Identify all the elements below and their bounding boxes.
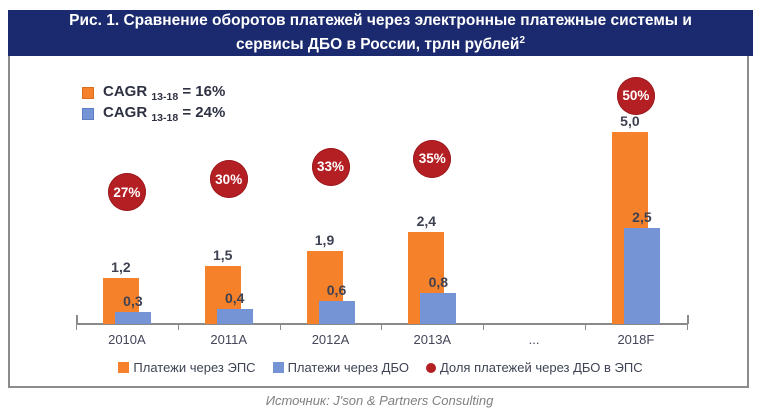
eps-value-label: 2,4 (416, 212, 437, 229)
cagr-subscript: 13-18 (151, 90, 179, 103)
cagr-subscript: 13-18 (151, 111, 179, 124)
legend-item-share: Доля платежей через ДБО в ЭПС (425, 360, 643, 375)
dbo-value-label: 0,4 (224, 289, 245, 306)
x-axis-tick (177, 323, 179, 330)
dbo-value-label: 0,6 (326, 281, 347, 298)
cagr-row-dbo: CAGR 13-18 = 24% (82, 103, 225, 124)
x-axis-tick (76, 323, 77, 330)
eps-value-label: 1,2 (111, 258, 131, 275)
source-note: Источник: J'son & Partners Consulting (265, 393, 494, 408)
x-axis-label: 2012A (311, 332, 350, 347)
eps-value-label: 5,0 (620, 113, 640, 129)
eps-value-label: 1,9 (314, 232, 335, 249)
figure-title-line2: сервисы ДБО в России, трлн рублей2 (235, 34, 526, 54)
chart-legend: Платежи через ЭПС Платежи через ДБО Доля… (8, 360, 753, 375)
legend-label: Доля платежей через ДБО в ЭПС (439, 360, 643, 375)
x-axis-tick (483, 323, 485, 330)
dbo-bar (114, 312, 151, 324)
dbo-series-swatch (82, 107, 94, 120)
share-circle: 30% (209, 160, 248, 199)
cagr-row-eps: CAGR 13-18 = 16% (82, 82, 225, 103)
dbo-value-label: 0,3 (123, 293, 143, 310)
legend-label: Платежи через ДБО (287, 360, 409, 375)
legend-label: Платежи через ЭПС (133, 360, 256, 375)
figure-title: Рис. 1. Сравнение оборотов платежей чере… (8, 10, 753, 56)
eps-value-label: 1,5 (212, 247, 233, 264)
dbo-value-label: 2,5 (632, 209, 652, 225)
x-axis-tick (279, 323, 281, 330)
title-superscript: 2 (519, 34, 526, 46)
dbo-bar (318, 300, 355, 324)
dbo-bar (216, 308, 253, 324)
x-axis-tick (585, 323, 586, 330)
cagr-label: CAGR (103, 103, 148, 121)
legend-item-eps: Платежи через ЭПС (118, 360, 256, 375)
cagr-label: CAGR (103, 82, 148, 100)
share-circle: 50% (616, 76, 655, 115)
x-axis-tick (686, 323, 688, 330)
legend-item-dbo: Платежи через ДБО (272, 360, 409, 375)
dbo-legend-swatch (272, 362, 284, 373)
x-axis-label: 2011A (210, 332, 247, 347)
share-circle: 35% (413, 139, 452, 178)
share-circle: 33% (311, 147, 350, 186)
dbo-bar (623, 228, 660, 324)
x-axis-endcap (76, 315, 78, 324)
cagr-value: = 16% (182, 82, 226, 100)
x-axis-label: 2010A (108, 332, 146, 347)
x-axis-label: ... (528, 332, 540, 347)
eps-series-swatch (82, 86, 94, 99)
cagr-value: = 24% (182, 103, 226, 121)
cagr-legend: CAGR 13-18 = 16% CAGR 13-18 = 24% (82, 82, 225, 124)
dbo-value-label: 0,8 (428, 274, 449, 291)
eps-legend-swatch (118, 362, 130, 373)
x-axis-endcap (686, 315, 689, 324)
dbo-bar (420, 293, 457, 324)
x-axis-label: 2018F (617, 332, 655, 347)
share-legend-dot (425, 362, 436, 373)
share-circle: 27% (107, 173, 146, 211)
figure-title-line1: Рис. 1. Сравнение оборотов платежей чере… (69, 11, 692, 29)
x-axis-tick (381, 323, 383, 330)
x-axis-label: 2013A (413, 332, 452, 347)
